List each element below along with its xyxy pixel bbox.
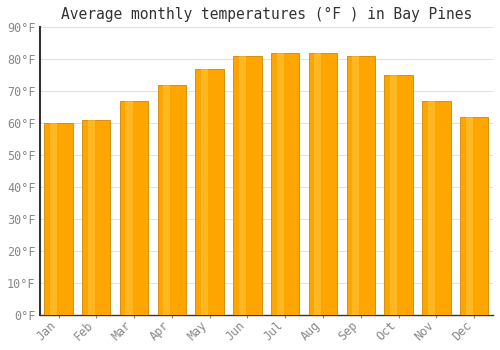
Bar — [390, 75, 397, 315]
Bar — [422, 101, 450, 315]
Bar — [88, 120, 94, 315]
Bar — [428, 101, 435, 315]
Bar — [352, 56, 359, 315]
Bar — [126, 101, 132, 315]
Bar — [163, 85, 170, 315]
Bar — [460, 117, 488, 315]
Bar — [44, 123, 72, 315]
Bar — [120, 101, 148, 315]
Bar — [158, 85, 186, 315]
Bar — [466, 117, 472, 315]
Bar — [50, 123, 57, 315]
Title: Average monthly temperatures (°F ) in Bay Pines: Average monthly temperatures (°F ) in Ba… — [60, 7, 472, 22]
Bar — [314, 53, 322, 315]
Bar — [82, 120, 110, 315]
Bar — [276, 53, 283, 315]
Bar — [201, 69, 208, 315]
Bar — [309, 53, 337, 315]
Bar — [346, 56, 375, 315]
Bar — [239, 56, 246, 315]
Bar — [384, 75, 413, 315]
Bar — [271, 53, 300, 315]
Bar — [196, 69, 224, 315]
Bar — [234, 56, 262, 315]
